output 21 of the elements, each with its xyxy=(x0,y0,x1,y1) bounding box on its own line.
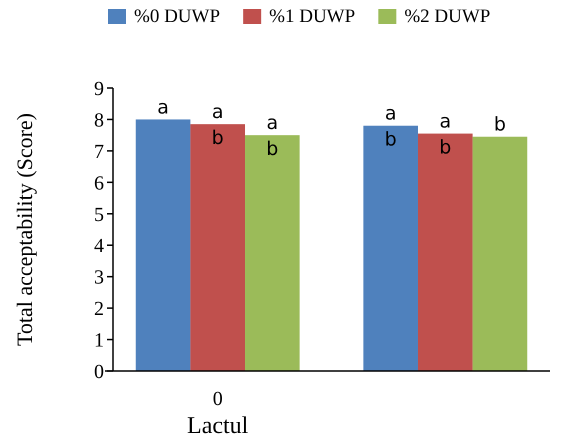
data-label: a xyxy=(157,96,169,118)
legend-label: %0 DUWP xyxy=(134,6,220,27)
data-label: b xyxy=(494,114,506,136)
y-tick-label: 6 xyxy=(94,172,104,194)
y-tick-label: 8 xyxy=(94,109,104,132)
data-label: a b xyxy=(266,112,278,160)
y-tick-label: 2 xyxy=(94,298,104,320)
y-tick-label: 5 xyxy=(94,204,104,226)
legend-label: %2 DUWP xyxy=(404,6,490,27)
y-tick-label: 7 xyxy=(94,140,104,163)
y-axis-title: Total acceptability (Score) xyxy=(12,112,37,346)
legend-label: %1 DUWP xyxy=(269,6,356,27)
y-tick-label: 0 xyxy=(94,361,104,383)
x-axis-title: Lactul xyxy=(187,413,249,439)
data-label: a b xyxy=(212,101,224,150)
y-tick-label: 9 xyxy=(94,78,104,100)
data-label: a b xyxy=(439,110,452,159)
y-tick-label: 4 xyxy=(94,235,104,258)
y-tick-label: 3 xyxy=(94,266,104,289)
y-tick-label: 1 xyxy=(94,330,104,352)
data-label: a b xyxy=(384,102,397,151)
